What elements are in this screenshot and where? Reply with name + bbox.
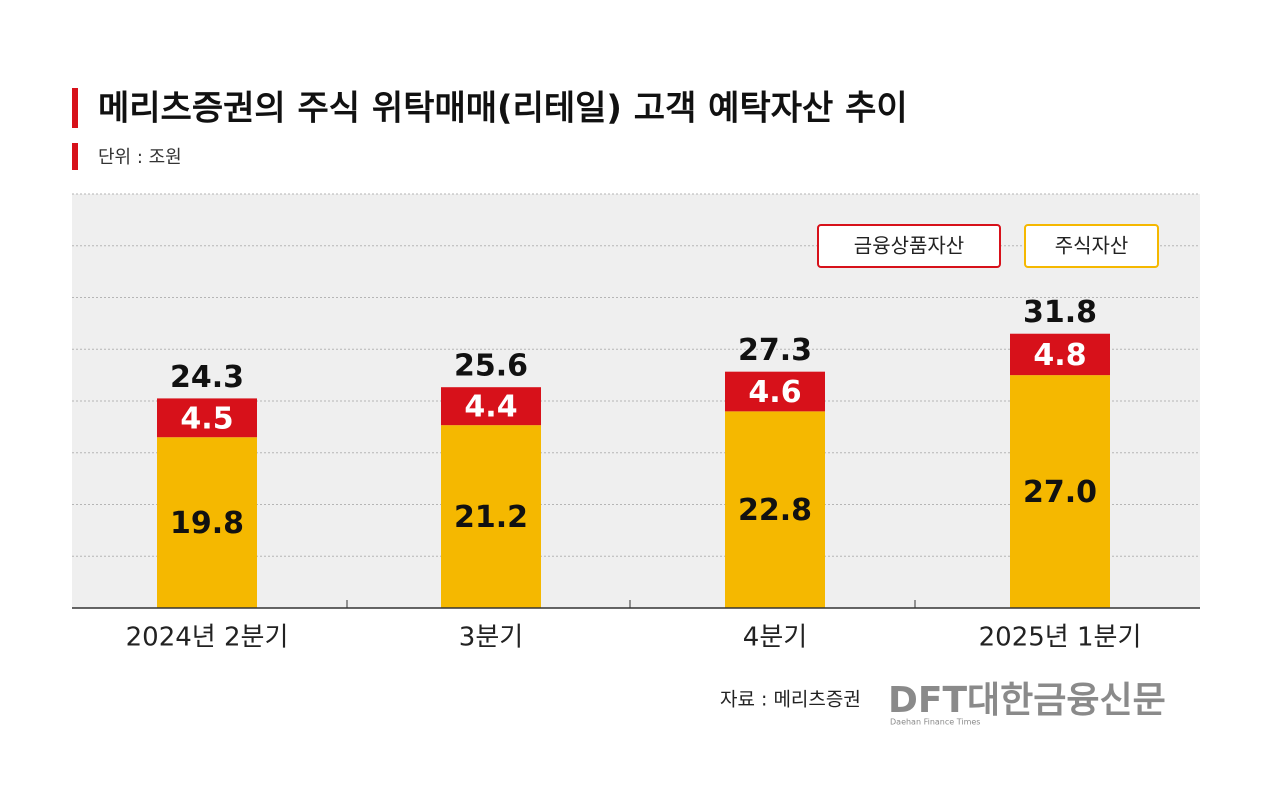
x-tick-label: 4분기 bbox=[743, 623, 807, 653]
value-label: 27.0 bbox=[1023, 475, 1097, 510]
bar-segment bbox=[441, 425, 541, 608]
title-accent bbox=[72, 88, 78, 128]
bar-segment bbox=[157, 398, 257, 438]
legend-box bbox=[1024, 224, 1159, 268]
bar-segment bbox=[1010, 375, 1110, 608]
value-label: 21.2 bbox=[454, 500, 528, 535]
bar-segment bbox=[1010, 333, 1110, 376]
bar-segment bbox=[157, 437, 257, 608]
value-label: 19.8 bbox=[170, 506, 244, 541]
legend: 주식자산 금융상품자산 bbox=[817, 224, 1159, 268]
chart-subtitle: 단위 : 조원 bbox=[98, 147, 182, 168]
value-label: 4.4 bbox=[464, 390, 517, 425]
source: 자료 : 메리츠증권 bbox=[720, 689, 861, 711]
logo-subtitle: Daehan Finance Times bbox=[890, 718, 980, 727]
bars: 19.8 4.5 24.3 21.2 4.4 25.6 22.8 4.6 27.3 27.0 4.8… bbox=[157, 295, 1110, 608]
value-label: 4.8 bbox=[1033, 338, 1086, 373]
legend-label: 금융상품자산 bbox=[854, 234, 964, 258]
total-label: 31.8 bbox=[1023, 295, 1097, 330]
logo: DFT대한금융신문 bbox=[888, 680, 1166, 721]
total-label: 25.6 bbox=[454, 349, 528, 384]
value-label: 22.8 bbox=[738, 493, 812, 528]
value-label: 4.5 bbox=[180, 401, 233, 436]
total-label: 27.3 bbox=[738, 333, 812, 368]
legend-label: 주식자산 bbox=[1055, 234, 1129, 258]
legend-box bbox=[817, 224, 1001, 268]
value-label: 4.6 bbox=[748, 375, 801, 410]
bar-segment bbox=[441, 387, 541, 426]
x-tick-label: 2024년 2분기 bbox=[126, 623, 289, 653]
x-tick-label: 2025년 1분기 bbox=[979, 623, 1142, 653]
x-tick-label: 3분기 bbox=[459, 623, 523, 653]
bar-segment bbox=[725, 371, 825, 412]
total-label: 24.3 bbox=[170, 360, 244, 395]
bar-segment bbox=[725, 411, 825, 608]
chart-title: 메리츠증권의 주식 위탁매매(리테일) 고객 예탁자산 추이 bbox=[98, 89, 908, 129]
subtitle-accent bbox=[72, 143, 78, 170]
